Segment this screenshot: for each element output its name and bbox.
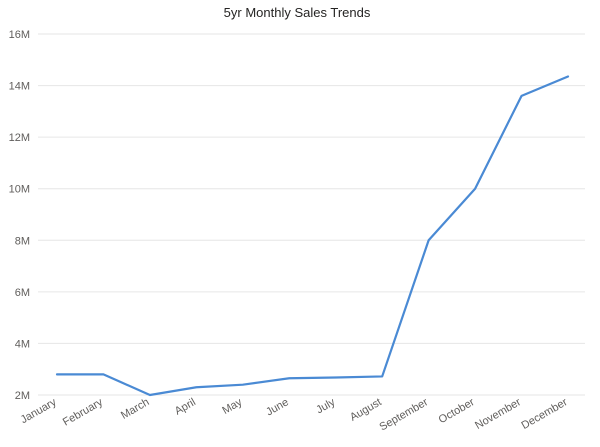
- y-tick-label: 8M: [15, 235, 30, 247]
- x-tick-label: September: [378, 396, 431, 433]
- x-tick-label: March: [119, 396, 151, 422]
- y-tick-label: 16M: [9, 29, 30, 41]
- x-tick-label: May: [220, 396, 244, 417]
- y-tick-label: 6M: [15, 287, 30, 299]
- x-tick-label: June: [264, 396, 291, 418]
- x-tick-label: April: [173, 396, 198, 417]
- x-axis-ticks: January February March April May June July Augu…: [19, 396, 570, 434]
- y-tick-label: 4M: [15, 338, 30, 350]
- x-tick-label: August: [348, 396, 384, 424]
- y-axis-ticks: 2M 4M 6M 8M 10M 12M 14M 16M: [9, 29, 30, 402]
- x-tick-label: February: [61, 396, 106, 429]
- series-line: [55, 75, 570, 397]
- x-tick-label: December: [520, 396, 570, 432]
- y-tick-label: 12M: [9, 132, 30, 144]
- x-tick-label: November: [473, 396, 523, 432]
- series-layer: [55, 75, 570, 397]
- chart-title: 5yr Monthly Sales Trends: [224, 5, 371, 20]
- y-tick-label: 10M: [9, 184, 30, 196]
- x-tick-label: October: [437, 396, 477, 426]
- gridlines: [38, 33, 585, 396]
- y-tick-label: 14M: [9, 81, 30, 93]
- x-tick-label: July: [314, 396, 337, 416]
- y-tick-label: 2M: [15, 390, 30, 402]
